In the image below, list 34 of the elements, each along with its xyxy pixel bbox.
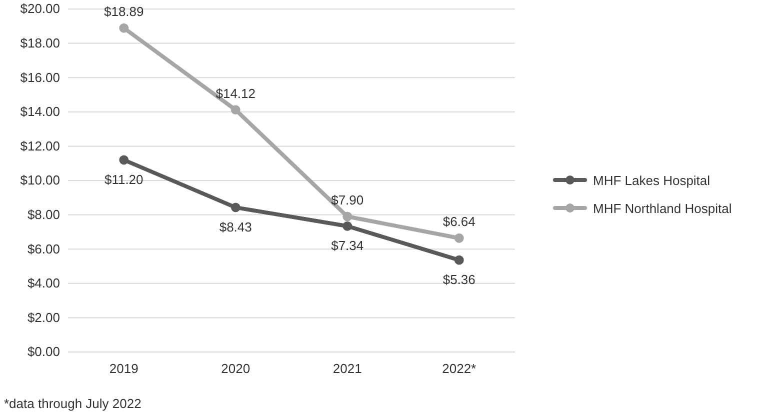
x-tick-label: 2019	[109, 361, 138, 376]
text: *data through July 2022	[4, 396, 142, 411]
y-tick-label: $14.00	[20, 104, 60, 120]
y-tick-label: $4.00	[27, 276, 60, 291]
x-tick-label: 2022*	[442, 361, 476, 376]
x-tick-label: 2020	[221, 361, 250, 376]
y-tick-label: $2.00	[27, 310, 60, 325]
y-tick-label: $20.00	[20, 1, 60, 16]
y-tick-label: $16.00	[20, 70, 60, 85]
y-tick-label: $8.00	[27, 206, 60, 222]
data-label: $7.34	[331, 238, 364, 254]
legend-label: MHF Lakes Hospital	[593, 173, 710, 188]
y-tick-label: $0.00	[27, 344, 60, 360]
point	[342, 212, 352, 222]
data-label: $11.20	[104, 172, 144, 187]
data-label: $14.12	[216, 86, 256, 101]
point	[119, 155, 129, 165]
point	[342, 221, 352, 231]
data-label: $7.90	[331, 192, 364, 208]
point	[230, 105, 240, 115]
point	[119, 23, 129, 33]
y-tick-label: $6.00	[27, 241, 60, 256]
y-tick-label: $18.00	[20, 35, 60, 50]
data-label: $6.64	[442, 214, 476, 230]
legend-label: MHF Northland Hospital	[593, 201, 732, 216]
point	[454, 233, 464, 243]
y-tick-label: $10.00	[20, 172, 60, 188]
data-label: $8.43	[219, 219, 252, 234]
y-tick-label: $12.00	[20, 138, 60, 154]
data-label: $5.36	[442, 272, 476, 288]
point	[454, 255, 464, 265]
point	[230, 202, 240, 212]
x-tick-label: 2021	[332, 361, 362, 376]
data-label: $18.89	[104, 4, 144, 20]
